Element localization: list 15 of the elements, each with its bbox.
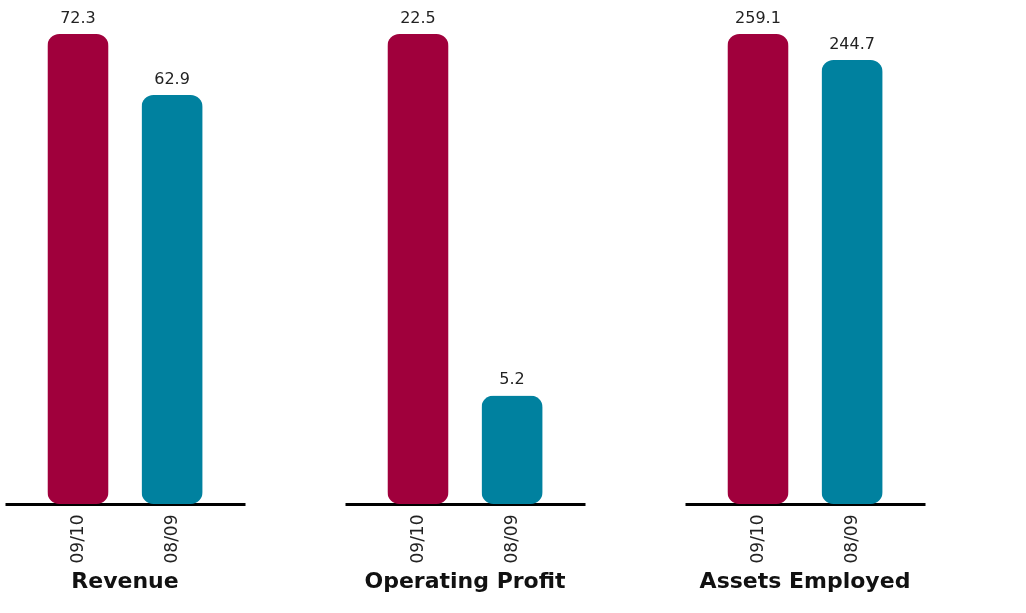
x-tick-label: 08/09	[161, 514, 182, 564]
x-tick-label: 09/10	[66, 514, 87, 564]
data-label: 244.7	[829, 34, 875, 54]
data-label: 72.3	[60, 8, 96, 27]
x-tick-label: 09/10	[746, 514, 767, 564]
data-label: 5.2	[499, 369, 525, 389]
text: Revenue	[71, 567, 179, 593]
text: Operating Profit	[364, 567, 567, 593]
data-label: 22.5	[400, 8, 436, 27]
x-tick-label: 08/09	[841, 514, 862, 564]
text: Assets Employed	[699, 567, 911, 593]
x-tick-label: 09/10	[406, 514, 427, 564]
data-label: 62.9	[154, 69, 190, 89]
data-label: 259.1	[735, 8, 781, 27]
x-tick-label: 08/09	[501, 514, 522, 564]
